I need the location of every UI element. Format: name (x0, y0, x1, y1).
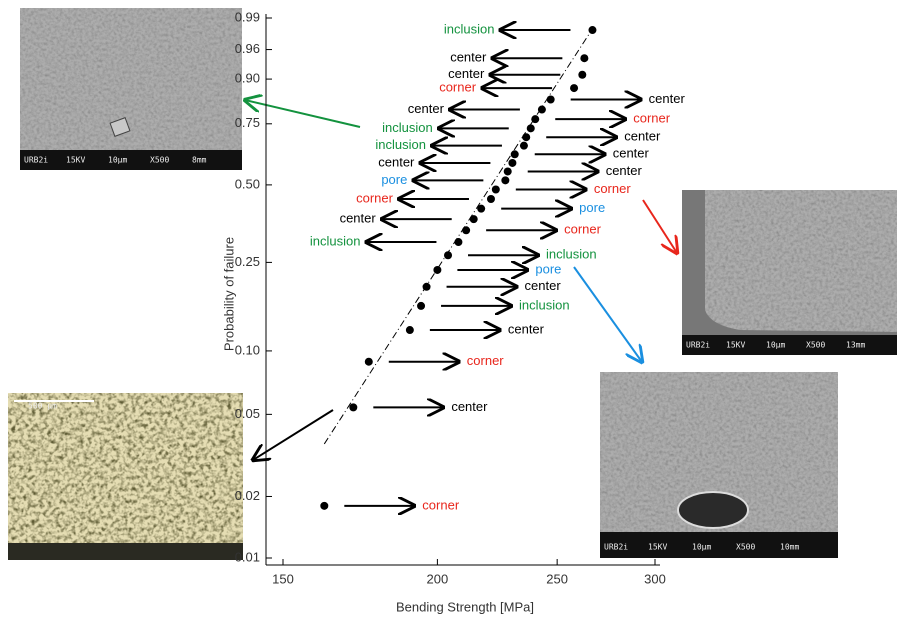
data-point (469, 215, 478, 224)
data-point (519, 141, 528, 150)
x-tick-label: 150 (272, 571, 294, 586)
y-axis-title: Probability of failure (221, 237, 236, 351)
failure-origin-label: center (448, 66, 485, 81)
y-tick-label: 0.75 (235, 115, 260, 130)
micrograph: URB2i 15KV 10µm X500 10mm (600, 372, 838, 558)
micrograph-caption: 13mm (846, 341, 865, 350)
micrograph-caption: 15KV (66, 156, 85, 165)
micrograph-caption: 8mm (192, 156, 207, 165)
data-point (580, 54, 589, 63)
pointer-arrow (573, 266, 642, 362)
data-point (510, 150, 519, 159)
data-point (417, 301, 426, 310)
x-axis-title: Bending Strength [MPa] (396, 599, 534, 614)
failure-origin-label: center (624, 129, 661, 144)
data-point (578, 70, 587, 79)
data-point (320, 501, 329, 510)
failure-origin-label: pore (579, 200, 605, 215)
data-point (422, 282, 431, 291)
data-point (433, 265, 442, 274)
micrograph-caption: X500 (150, 156, 169, 165)
failure-origin-label: corner (439, 80, 477, 95)
micrograph: 500 µm (8, 393, 243, 560)
data-point (522, 133, 531, 142)
micrograph-caption: 10µm (766, 341, 785, 350)
micrograph-caption: 15KV (648, 543, 667, 552)
micrograph: URB2i 15KV 10µm X500 8mm (20, 8, 242, 170)
data-point (454, 238, 463, 247)
data-point (503, 167, 512, 176)
data-point (486, 195, 495, 204)
failure-origin-label: center (606, 163, 643, 178)
x-tick-label: 200 (427, 571, 449, 586)
failure-origin-label: center (450, 50, 487, 65)
failure-origin-label: pore (535, 261, 561, 276)
y-tick-label: 0.01 (235, 549, 260, 564)
micrograph-caption: 10mm (780, 543, 799, 552)
failure-origin-label: pore (381, 172, 407, 187)
micrograph-caption: X500 (736, 543, 755, 552)
data-point (462, 226, 471, 235)
failure-origin-label: inclusion (382, 120, 433, 135)
data-point (570, 84, 579, 93)
failure-origin-label: corner (564, 222, 602, 237)
x-tick-label: 300 (644, 571, 666, 586)
micrograph-caption: URB2i (604, 543, 628, 552)
failure-origin-label: center (525, 278, 562, 293)
y-tick-label: 0.10 (235, 342, 260, 357)
failure-origin-label: inclusion (375, 137, 426, 152)
data-point (349, 403, 358, 412)
micrograph-caption: 15KV (726, 341, 745, 350)
y-tick-label: 0.99 (235, 9, 260, 24)
data-point (491, 185, 500, 194)
failure-origin-label: center (451, 399, 488, 414)
failure-origin-label: inclusion (444, 21, 495, 36)
y-tick-label: 0.96 (235, 41, 260, 56)
failure-origin-label: corner (356, 190, 394, 205)
pointer-arrow (245, 100, 361, 128)
micrograph-caption: 10µm (692, 543, 711, 552)
pointer-arrow (642, 199, 677, 253)
data-point (537, 105, 546, 114)
failure-origin-label: inclusion (519, 297, 570, 312)
data-point (588, 26, 597, 35)
failure-origin-label: center (408, 101, 445, 116)
micrograph-caption: X500 (806, 341, 825, 350)
failure-origin-label: inclusion (546, 247, 597, 262)
failure-origin-label: corner (633, 111, 671, 126)
y-tick-label: 0.25 (235, 254, 260, 269)
pointer-arrow (253, 409, 334, 460)
data-point (501, 176, 510, 185)
data-point (526, 124, 535, 133)
failure-origin-label: center (340, 211, 377, 226)
micrograph-caption: 10µm (108, 156, 127, 165)
micrograph-caption: URB2i (686, 341, 710, 350)
failure-origin-label: corner (594, 181, 632, 196)
failure-origin-label: center (508, 321, 545, 336)
x-tick-label: 250 (546, 571, 568, 586)
y-tick-label: 0.05 (235, 406, 260, 421)
data-point (531, 115, 540, 124)
failure-origin-label: corner (422, 497, 460, 512)
failure-origin-label: corner (467, 353, 505, 368)
failure-origin-label: center (613, 146, 650, 161)
y-tick-label: 0.90 (235, 71, 260, 86)
data-point (405, 326, 414, 335)
y-tick-label: 0.50 (235, 176, 260, 191)
y-tick-label: 0.02 (235, 488, 260, 503)
data-point (477, 204, 486, 213)
data-point (546, 95, 555, 104)
data-point (364, 357, 373, 366)
failure-origin-label: inclusion (310, 233, 361, 248)
failure-origin-label: center (378, 154, 415, 169)
failure-origin-label: center (649, 91, 686, 106)
micrograph-caption: URB2i (24, 156, 48, 165)
micrograph-caption: 500 µm (28, 402, 57, 411)
micrograph: URB2i 15KV 10µm X500 13mm (682, 190, 897, 355)
data-point (508, 158, 517, 167)
data-point (444, 251, 453, 260)
